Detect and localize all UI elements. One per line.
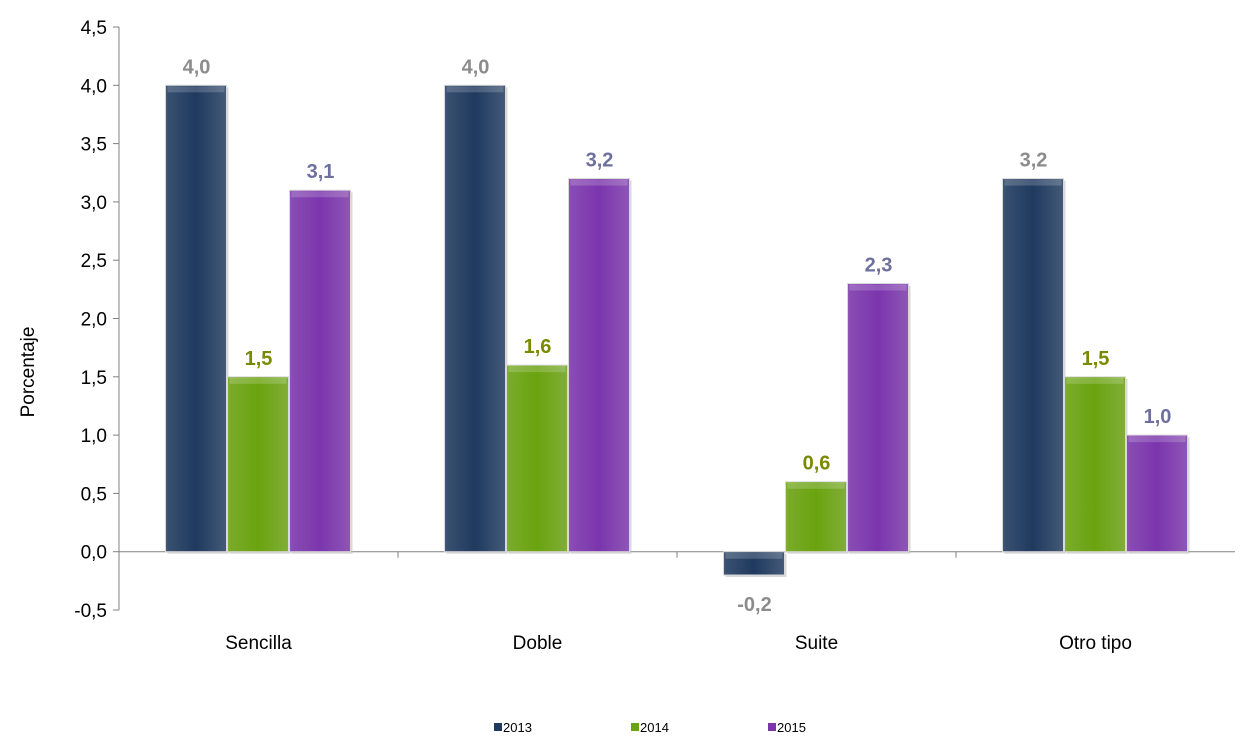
bar <box>444 84 506 553</box>
legend-swatch <box>768 723 776 731</box>
y-tick-label: 2,0 <box>81 310 107 331</box>
x-axis: Sencilla Doble Suite Otro tipo <box>119 551 1235 654</box>
bar-bevel <box>570 179 628 186</box>
y-tick-label: 4,5 <box>81 18 107 39</box>
bar <box>165 84 227 553</box>
y-tick-label: 2,5 <box>81 251 107 272</box>
bar-bevel <box>787 482 845 489</box>
data-label: 2,3 <box>865 255 893 277</box>
data-label: 1,0 <box>1144 406 1172 428</box>
bar <box>785 481 847 553</box>
bar <box>1002 178 1064 553</box>
data-label: 3,2 <box>1020 150 1048 172</box>
data-labels: 4,0 1,5 3,1 4,0 1,6 3,2 -0,2 0,6 2,3 3,2 1,5 1,0 <box>183 56 1172 616</box>
bar <box>506 364 568 553</box>
data-label: 4,0 <box>183 56 211 78</box>
bar <box>1126 434 1188 553</box>
bar-bevel <box>446 86 504 93</box>
bar-bevel <box>229 377 287 384</box>
bar-bevel <box>725 552 783 559</box>
data-label: 1,6 <box>524 336 552 358</box>
category-label: Doble <box>513 633 563 654</box>
legend: 2013 2014 2015 <box>494 720 806 735</box>
y-tick-label: 0,0 <box>81 543 107 564</box>
y-tick-label: 3,0 <box>81 193 107 214</box>
data-label: 3,1 <box>307 161 335 183</box>
y-axis: -0,5 0,0 0,5 1,0 1,5 2,0 2,5 3,0 3,5 4,0 4,5 <box>74 18 120 622</box>
bar <box>723 551 785 576</box>
y-tick-label: 0,5 <box>81 484 107 505</box>
data-label: 0,6 <box>803 453 831 475</box>
data-label: 1,5 <box>1082 348 1110 370</box>
bar <box>227 376 289 553</box>
bar <box>847 283 909 553</box>
data-label: 3,2 <box>586 150 614 172</box>
category-label: Sencilla <box>225 633 292 654</box>
category-label: Suite <box>795 633 838 654</box>
y-tick-label: 1,0 <box>81 426 107 447</box>
y-tick-label: 3,5 <box>81 135 107 156</box>
y-axis-title: Porcentaje <box>18 327 39 418</box>
legend-label: 2014 <box>640 720 669 735</box>
y-tick-label: -0,5 <box>74 601 107 622</box>
bar-bevel <box>1004 179 1062 186</box>
bars <box>165 84 1190 578</box>
category-label: Otro tipo <box>1059 633 1132 654</box>
y-tick-label: 4,0 <box>81 76 107 97</box>
legend-swatch <box>494 723 502 731</box>
bar <box>1064 376 1126 553</box>
bar-bevel <box>167 86 225 93</box>
bar-bevel <box>508 366 566 373</box>
legend-label: 2015 <box>777 720 806 735</box>
legend-label: 2013 <box>503 720 532 735</box>
bar-bevel <box>1128 436 1186 443</box>
bar-bevel <box>849 284 907 291</box>
bar <box>289 189 351 553</box>
legend-swatch <box>631 723 639 731</box>
data-label: 1,5 <box>245 348 273 370</box>
bar-bevel <box>291 191 349 198</box>
bar <box>568 178 630 553</box>
data-label: -0,2 <box>737 594 771 616</box>
y-tick-label: 1,5 <box>81 368 107 389</box>
data-label: 4,0 <box>462 56 490 78</box>
bar-bevel <box>1066 377 1124 384</box>
